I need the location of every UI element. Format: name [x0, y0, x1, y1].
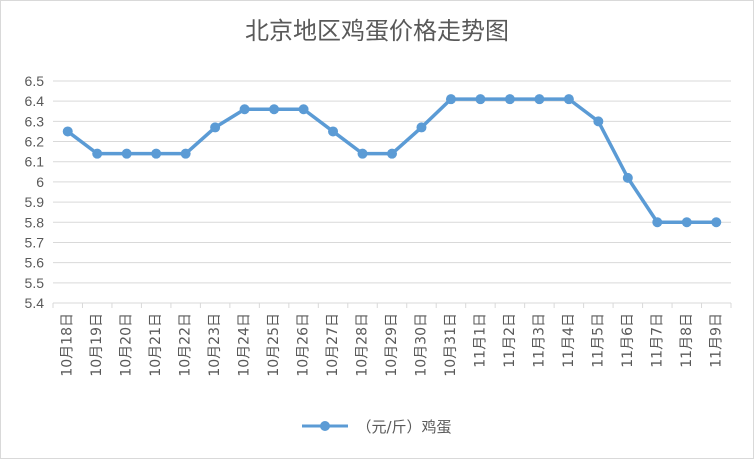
x-tick-label: 11月8日	[679, 313, 695, 368]
x-tick-label: 10月28日	[355, 313, 371, 377]
legend-label: （元/斤）鸡蛋	[356, 417, 452, 436]
data-point	[151, 148, 162, 159]
x-tick-label: 10月27日	[325, 313, 341, 377]
data-point	[269, 104, 280, 115]
data-point	[328, 126, 339, 137]
data-point	[387, 148, 397, 159]
data-point	[445, 94, 456, 105]
x-tick-label: 10月21日	[148, 313, 164, 377]
x-tick-label: 10月26日	[296, 313, 312, 377]
x-tick-label: 10月25日	[266, 313, 282, 377]
x-tick-label: 10月30日	[413, 313, 429, 377]
x-tick-label: 11月9日	[708, 313, 724, 368]
x-tick-label: 11月7日	[649, 313, 665, 368]
data-point	[121, 148, 132, 159]
x-tick-label: 11月3日	[531, 313, 547, 368]
y-tick-label: 5.6	[25, 255, 45, 271]
y-tick-label: 6.5	[25, 73, 45, 89]
data-point	[210, 122, 221, 133]
x-tick-label: 10月23日	[207, 313, 223, 377]
x-tick-label: 10月19日	[89, 313, 105, 377]
data-point	[92, 148, 103, 159]
y-tick-label: 5.4	[25, 295, 45, 311]
y-tick-label: 6.2	[25, 134, 45, 150]
data-point	[504, 94, 515, 105]
x-tick-label: 11月6日	[620, 313, 636, 368]
y-tick-label: 6.3	[25, 113, 45, 129]
data-point	[681, 217, 692, 228]
x-tick-label: 10月20日	[119, 313, 135, 377]
data-point	[711, 217, 722, 228]
data-point	[652, 217, 663, 228]
y-tick-label: 6	[36, 174, 44, 190]
x-tick-label: 11月5日	[590, 313, 606, 368]
x-tick-label: 10月29日	[384, 313, 400, 377]
data-point	[62, 126, 73, 137]
y-tick-label: 6.1	[25, 154, 45, 170]
series-line-0	[65, 97, 719, 225]
x-tick-label: 11月1日	[472, 313, 488, 368]
y-tick-label: 5.7	[25, 234, 45, 250]
x-tick-label: 10月31日	[443, 313, 459, 377]
x-tick-label: 10月24日	[237, 313, 253, 377]
y-tick-label: 5.9	[25, 194, 45, 210]
x-tick-label: 10月18日	[60, 313, 76, 377]
data-point	[563, 94, 574, 105]
legend-line-marker-icon	[302, 421, 349, 431]
data-point	[593, 116, 604, 127]
data-point	[416, 122, 427, 133]
data-point	[534, 94, 545, 105]
x-tick-label: 10月22日	[178, 313, 194, 377]
y-tick-label: 5.5	[25, 275, 45, 291]
data-point	[298, 104, 309, 115]
data-point	[239, 104, 250, 115]
chart-title: 北京地区鸡蛋价格走势图	[245, 17, 509, 45]
data-point	[622, 172, 633, 183]
data-point	[475, 94, 486, 105]
data-point	[180, 148, 191, 159]
y-tick-label: 5.8	[25, 214, 45, 230]
x-tick-label: 11月2日	[502, 313, 518, 368]
data-point	[357, 148, 368, 159]
x-tick-label: 11月4日	[561, 313, 577, 368]
legend: （元/斤）鸡蛋	[1, 414, 753, 438]
y-tick-label: 6.4	[25, 93, 45, 109]
